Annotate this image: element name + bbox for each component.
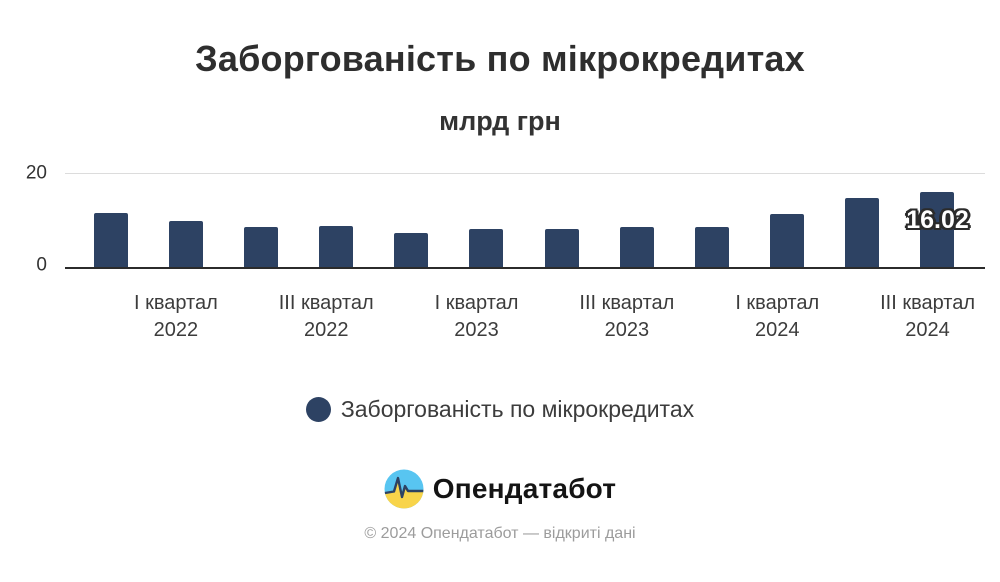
x-axis-tick-labels: I квартал 2022 III квартал 2022 I квартал 202… [73,290,975,344]
bar-slot [299,173,374,268]
bar-slot [825,173,900,268]
opendatabot-logo-icon [384,469,424,509]
x-tick-label [518,290,579,344]
x-tick-quarter: I квартал [133,292,218,314]
x-tick-label: III квартал 2024 [880,290,975,344]
bar-slot [674,173,749,268]
bar-slot: 16.02 [900,173,975,268]
bar [168,220,203,268]
x-tick-label: III квартал 2022 [279,290,374,344]
bar [619,227,654,268]
bar [243,227,278,268]
bar [770,213,805,268]
copyright-footer: © 2024 Опендатабот — відкриті дані [364,525,636,542]
bar-slot [750,173,825,268]
y-axis-tick-20: 20 [25,162,47,184]
legend-label: Заборгованість по мікрокредитах [340,396,695,422]
opendatabot-logo-text: Опендатабот [432,473,617,504]
x-tick-year: 2022 [303,319,349,341]
x-tick-quarter: I квартал [434,292,519,314]
x-tick-label: I квартал 2023 [435,290,519,344]
x-tick-label [73,290,134,344]
bar [93,212,128,268]
gridline [65,173,985,174]
x-tick-label [674,290,735,344]
bar [469,228,504,268]
x-tick-year: 2022 [153,319,199,341]
x-tick-label: III квартал 2023 [579,290,674,344]
x-tick-label [218,290,279,344]
y-axis-tick-0: 0 [36,254,47,276]
bar-slot [599,173,674,268]
bar [394,232,429,268]
bar-slot [524,173,599,268]
bar [920,191,955,268]
x-tick-year: 2024 [754,319,800,341]
x-tick-year: 2024 [905,319,950,341]
x-tick-year: 2023 [604,319,650,341]
chart-title: Заборгованість по мікрокредитах [195,38,805,79]
x-tick-quarter: III квартал [880,292,976,314]
bar-slot [73,173,148,268]
chart-subtitle: млрд грн [439,106,561,136]
x-tick-label: I квартал 2024 [735,290,819,344]
x-tick-label: I квартал 2022 [134,290,218,344]
x-tick-quarter: I квартал [735,292,820,314]
bar-value-label: 16.02 [906,206,969,234]
bar [319,226,354,268]
x-tick-quarter: III квартал [579,292,675,314]
bar [544,229,579,268]
x-tick-year: 2023 [454,319,499,341]
bar [694,227,729,268]
legend: Заборгованість по мікрокредитах [0,396,1000,423]
bars-container: 16.02 [73,173,975,268]
x-tick-quarter: III квартал [278,292,374,314]
bar-chart: 20 0 16.02 [26,164,985,275]
x-axis-line [65,267,985,269]
bar-slot [148,173,223,268]
x-tick-label [819,290,880,344]
opendatabot-branding: Опендатабот [0,469,1000,509]
bar [845,198,880,268]
bar-slot [449,173,524,268]
bar-slot [223,173,298,268]
bar-slot [374,173,449,268]
x-tick-label [374,290,435,344]
legend-marker-circle [305,397,331,422]
